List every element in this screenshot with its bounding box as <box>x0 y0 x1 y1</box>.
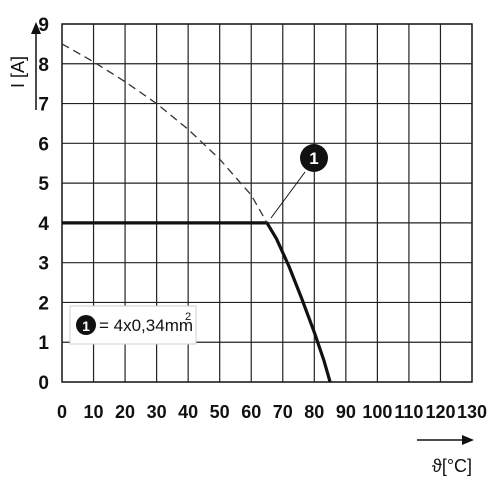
y-tick-label-1: 1 <box>38 333 49 354</box>
y-tick-label-7: 7 <box>38 95 49 116</box>
x-tick-label-50: 50 <box>210 402 230 422</box>
legend-text: = 4x0,34mm <box>99 316 193 335</box>
legend-box <box>69 305 197 345</box>
y-tick-label-0: 0 <box>38 373 49 394</box>
legend-badge <box>76 315 96 335</box>
series-layer <box>61 43 332 383</box>
series-line-0 <box>62 221 332 383</box>
y-tick-label-3: 3 <box>38 254 49 275</box>
x-tick-label-70: 70 <box>273 402 293 422</box>
y-tick-label-4: 4 <box>38 214 49 235</box>
y-tick-label-6: 6 <box>38 134 49 155</box>
x-tick-label-10: 10 <box>84 402 104 422</box>
annotation-badge-number: 1 <box>309 149 318 168</box>
x-tick-label-120: 120 <box>425 402 455 422</box>
y-tick-label-5: 5 <box>38 174 49 195</box>
annotation-badge <box>300 144 328 172</box>
x-tick-label-80: 80 <box>304 402 324 422</box>
annotation-leader-line <box>270 171 306 219</box>
x-axis-arrow-head <box>462 435 474 445</box>
x-tick-label-40: 40 <box>178 402 198 422</box>
y-axis-label: I [A] <box>8 56 28 88</box>
x-tick-label-30: 30 <box>147 402 167 422</box>
y-tick-label-9: 9 <box>38 15 49 36</box>
x-tick-label-60: 60 <box>241 402 261 422</box>
legend-superscript: 2 <box>185 311 191 323</box>
y-tick-label-2: 2 <box>38 293 49 314</box>
series-line-1 <box>61 43 268 224</box>
legend: 1 = 4x0,34mm 2 <box>69 305 197 345</box>
x-tick-label-20: 20 <box>115 402 135 422</box>
x-tick-label-0: 0 <box>57 402 67 422</box>
x-tick-label-100: 100 <box>362 402 392 422</box>
annotation-callout: 1 <box>270 144 328 219</box>
x-tick-label-130: 130 <box>457 402 487 422</box>
legend-badge-number: 1 <box>82 318 90 334</box>
x-tick-label-110: 110 <box>394 402 423 422</box>
y-tick-label-8: 8 <box>38 55 49 76</box>
y-axis-arrow-head <box>31 22 41 34</box>
x-tick-label-90: 90 <box>336 402 356 422</box>
x-axis-label: ϑ[°C] <box>432 456 472 476</box>
